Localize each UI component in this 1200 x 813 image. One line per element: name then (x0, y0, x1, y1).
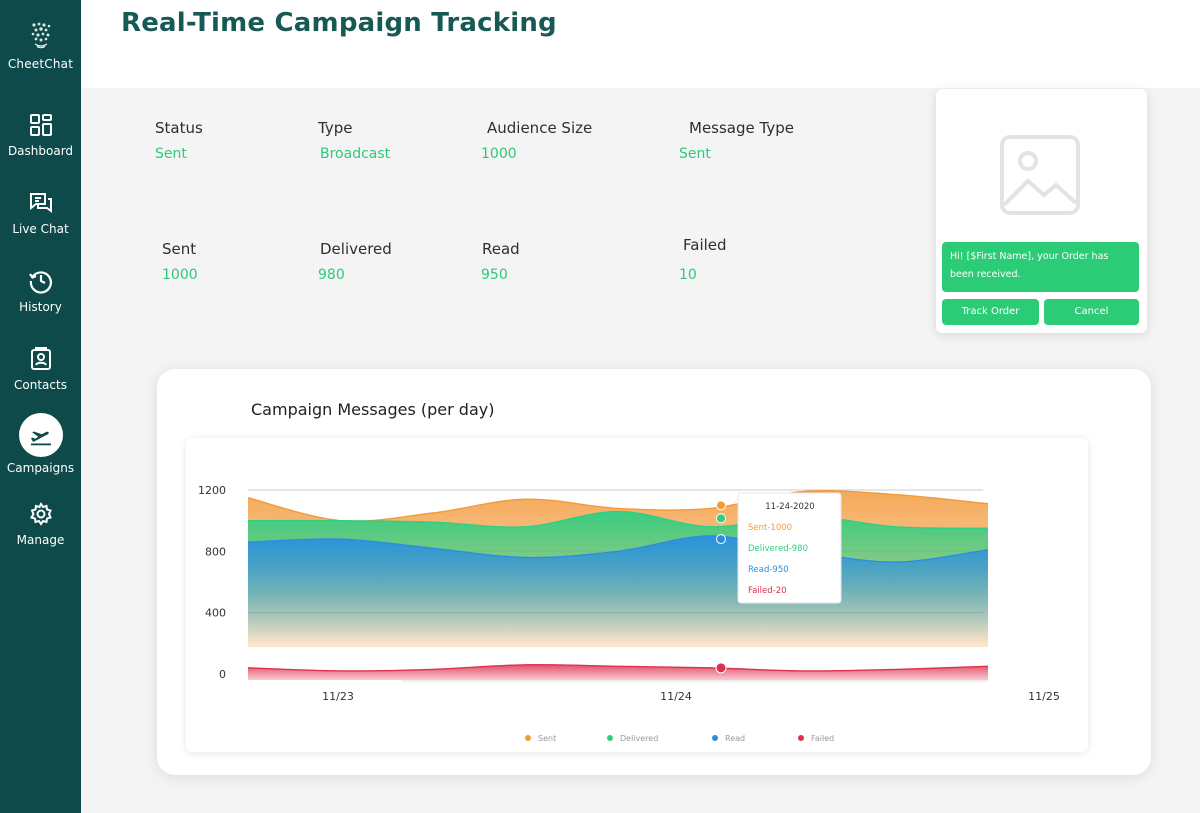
dashboard-grid-icon (29, 114, 52, 136)
sidebar-item-label: Manage (16, 533, 65, 547)
chat-bubbles-icon (29, 193, 52, 213)
series-line-read (247, 535, 989, 563)
sidebar-item-label: Campaigns (6, 461, 75, 475)
stat-audience-label: Audience Size (487, 119, 593, 137)
legend-swatch-read (712, 735, 718, 741)
stat-read-value: 950 (481, 267, 508, 283)
sidebar-item-campaigns[interactable]: Campaigns (0, 413, 81, 475)
sidebar-item-label: Contacts (14, 378, 67, 392)
sidebar-item-label: Live Chat (12, 222, 69, 236)
sidebar-item-label: Dashboard (7, 144, 74, 158)
tooltip-entry: Read-950 (748, 565, 789, 575)
legend-swatch-failed (798, 735, 804, 741)
tooltip-entry: Sent-1000 (748, 523, 792, 533)
y-tick-label: 800 (205, 545, 226, 558)
stat-type-value: Broadcast (320, 146, 391, 162)
track-order-button[interactable]: Track Order (942, 299, 1039, 325)
sidebar-item-manage[interactable]: Manage (0, 501, 81, 547)
data-marker-read (716, 534, 726, 545)
x-tick-label: 11/25 (1028, 690, 1060, 703)
y-tick-label: 0 (219, 668, 226, 681)
tooltip-date: 11-24-2020 (765, 502, 814, 512)
page-title: Real-Time Campaign Tracking (121, 8, 557, 38)
chart-card: Campaign Messages (per day) 0 400 800 1200 1… (157, 369, 1151, 775)
sidebar-item-contacts[interactable]: Contacts (0, 346, 81, 392)
sidebar-item-live-chat[interactable]: Live Chat (0, 190, 81, 236)
legend-label: Failed (811, 734, 834, 743)
stat-sent-value: 1000 (162, 267, 198, 283)
series-line-failed (247, 664, 989, 672)
sidebar: CheetChat Dashboard Live Chat History Co… (0, 0, 81, 813)
gear-icon (29, 502, 52, 526)
legend-label: Delivered (620, 734, 658, 743)
series-line-delivered (247, 510, 989, 530)
sidebar-item-history[interactable]: History (0, 268, 81, 314)
contact-card-icon (30, 347, 51, 370)
stat-status-label: Status (155, 119, 203, 137)
sidebar-item-label: History (19, 300, 62, 314)
stat-sent-label: Sent (162, 240, 197, 258)
image-placeholder-icon (1000, 135, 1080, 215)
airplane-takeoff-icon (30, 431, 51, 446)
data-marker-sent (716, 500, 726, 511)
legend-swatch-delivered (607, 735, 613, 741)
stat-message-type-value: Sent (679, 146, 711, 162)
y-tick-label: 400 (205, 607, 226, 620)
stat-type-label: Type (318, 119, 353, 137)
stat-audience-value: 1000 (481, 146, 517, 162)
stat-failed-label: Failed (683, 236, 727, 254)
series-area-failed (248, 664, 988, 680)
y-tick-label: 1200 (198, 484, 226, 497)
tooltip-entry: Failed-20 (748, 586, 787, 596)
app-logo[interactable]: CheetChat (0, 20, 81, 71)
stat-read-label: Read (482, 240, 520, 258)
tooltip-entry: Delivered-980 (748, 544, 808, 554)
message-bubble: Hi! [$First Name], your Order has been r… (942, 242, 1139, 292)
stat-message-type-label: Message Type (689, 119, 794, 137)
cancel-button[interactable]: Cancel (1044, 299, 1139, 325)
legend-label: Sent (538, 734, 556, 743)
x-tick-label: 11/23 (322, 690, 354, 703)
stat-delivered-value: 980 (318, 267, 345, 283)
cheetah-logo-icon (31, 22, 50, 49)
data-marker-delivered (716, 513, 726, 524)
sidebar-item-dashboard[interactable]: Dashboard (0, 112, 81, 158)
stat-status-value: Sent (155, 146, 187, 162)
stat-delivered-label: Delivered (320, 240, 392, 258)
page-header: Real-Time Campaign Tracking (81, 0, 1200, 88)
data-marker-failed (715, 662, 727, 674)
message-preview-card: Hi! [$First Name], your Order has been r… (936, 89, 1147, 333)
legend-label: Read (725, 734, 745, 743)
x-tick-label: 11/24 (660, 690, 692, 703)
app-name: CheetChat (7, 57, 74, 71)
active-indicator (18, 413, 63, 457)
campaign-messages-chart[interactable]: 0 400 800 1200 11/23 11/24 11/25 11-24-2020 Sent… (186, 438, 1088, 752)
chart-title: Campaign Messages (per day) (251, 400, 495, 419)
chart-tooltip (737, 492, 842, 604)
stat-failed-value: 10 (679, 267, 697, 283)
chart-panel: 0 400 800 1200 11/23 11/24 11/25 11-24-2020 Sent… (186, 438, 1088, 752)
history-clock-icon (28, 271, 52, 294)
legend-swatch-sent (525, 735, 531, 741)
